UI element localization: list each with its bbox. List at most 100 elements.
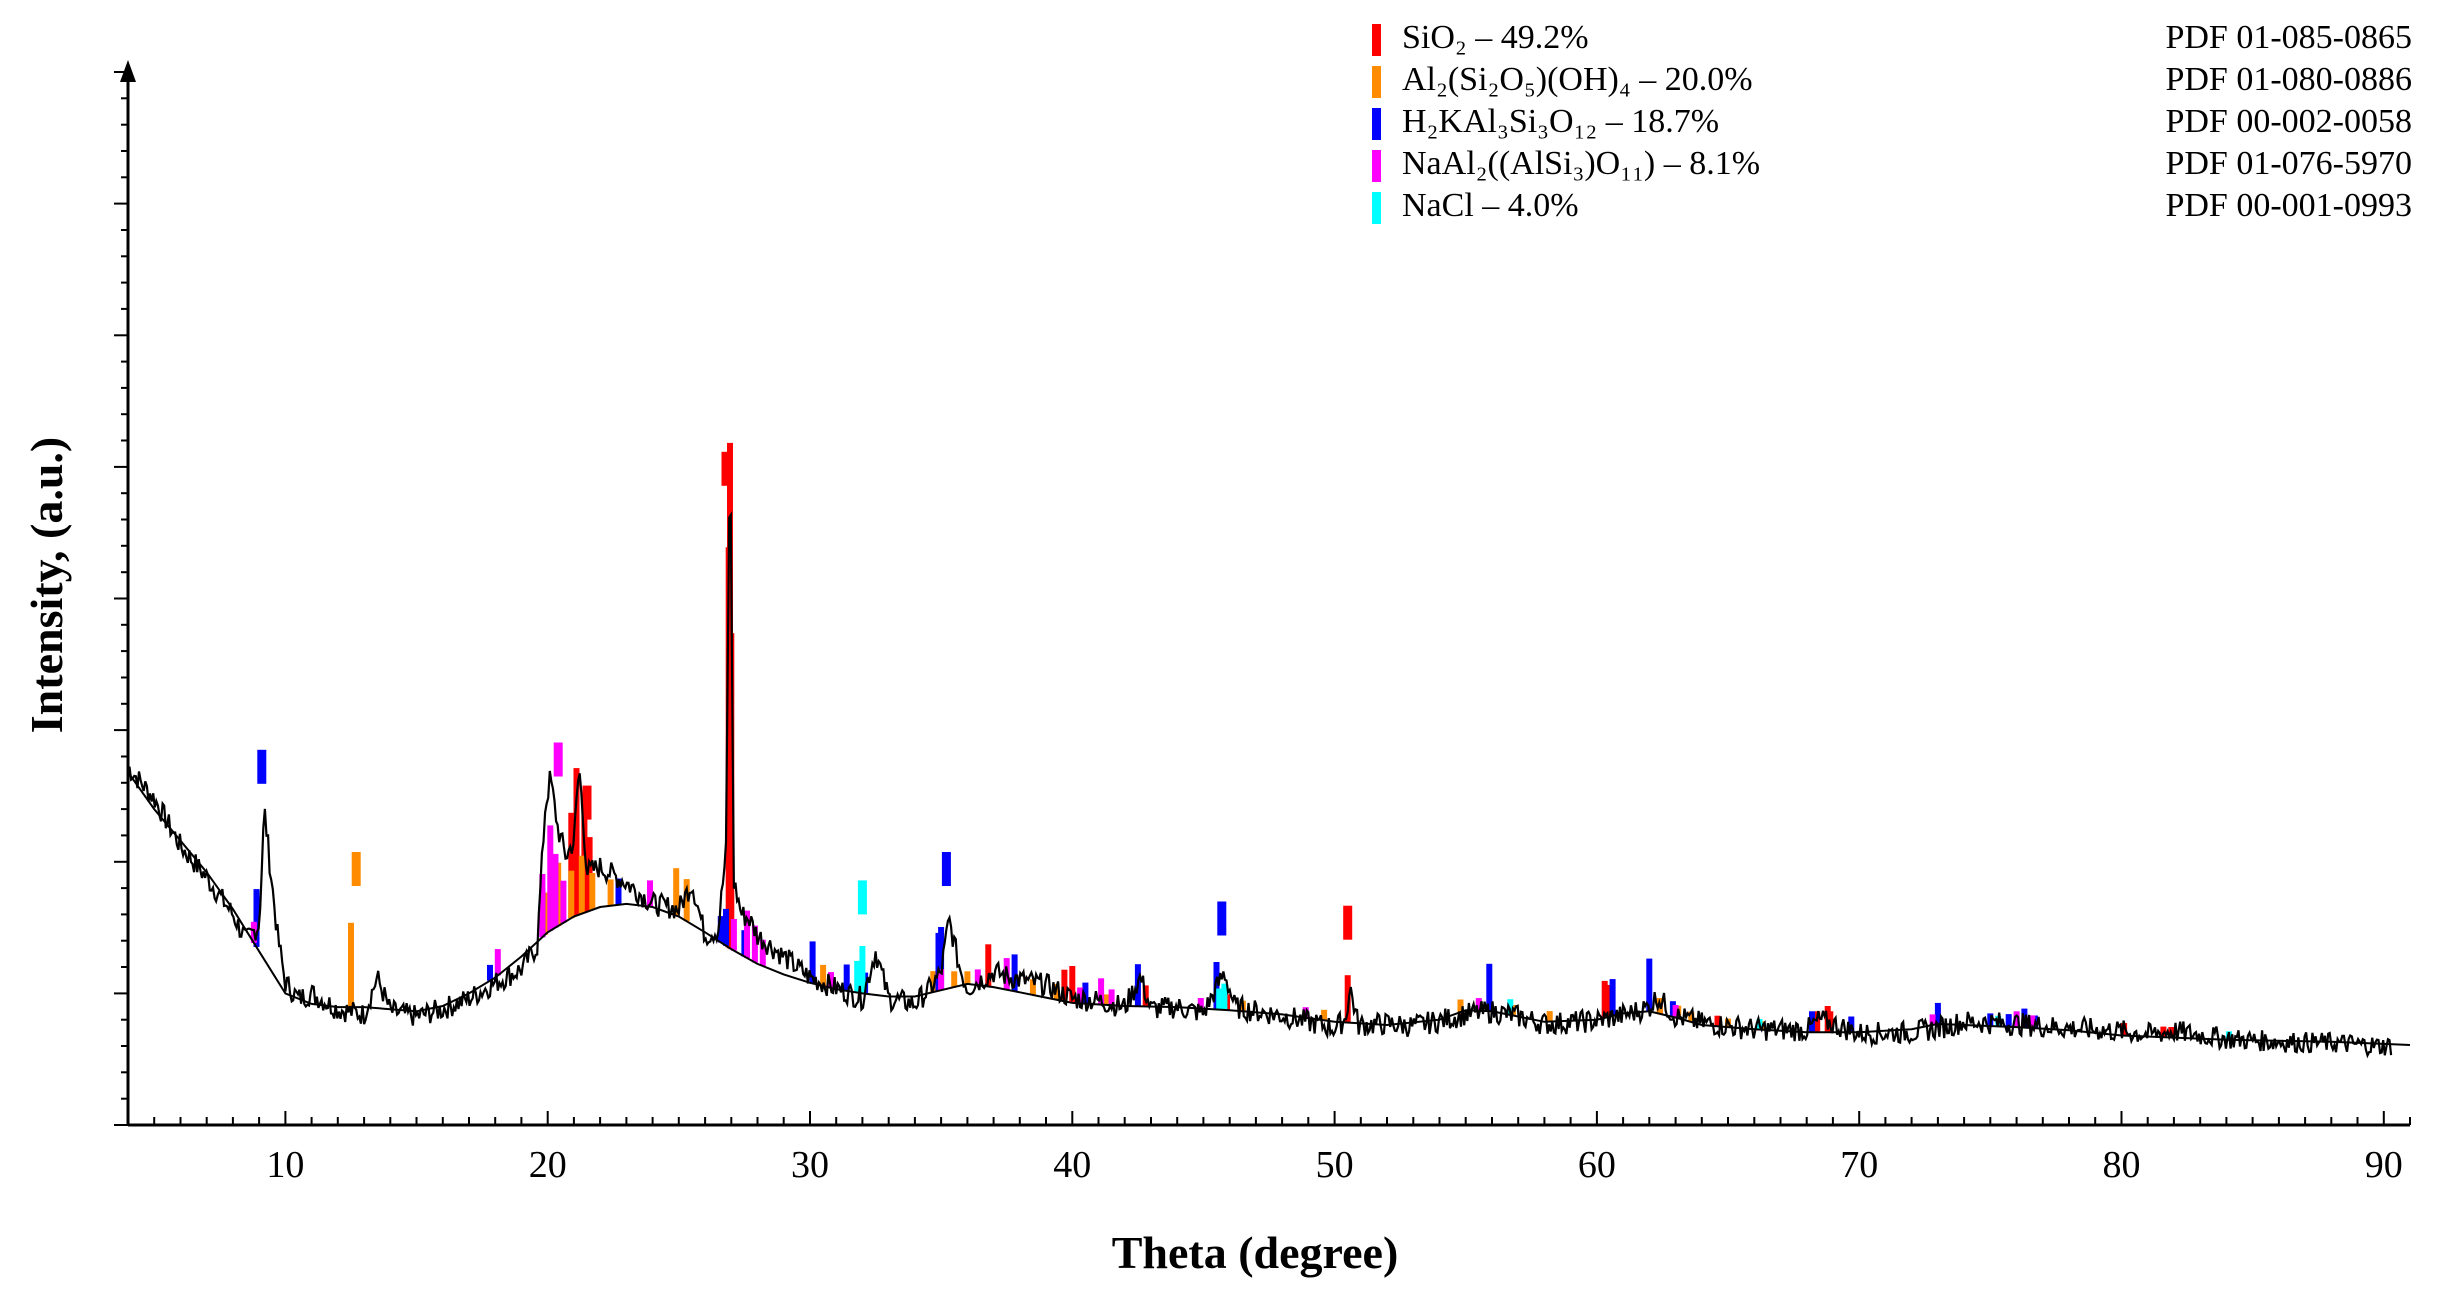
legend-pdf: PDF 01-085-0865: [2165, 19, 2412, 56]
x-tick-label: 10: [266, 1144, 304, 1186]
reference-peak: [547, 825, 554, 931]
x-ticks: 10 20 30 40 50 60 70 80 90: [127, 1111, 2411, 1186]
reference-peak: [615, 878, 622, 905]
legend-pdf: PDF 00-002-0058: [2165, 103, 2412, 140]
legend-swatch: [1372, 192, 1381, 224]
reference-peak: [1108, 989, 1115, 1006]
x-axis-title: Theta (degree): [1112, 1227, 1399, 1278]
reference-peak: [1507, 999, 1514, 1015]
reference-peak: [2005, 1014, 2012, 1027]
reference-peak: [1929, 1014, 1936, 1025]
reference-peak: [1321, 1009, 1328, 1021]
legend-label: SiO₂ – 49.2%: [1402, 19, 1589, 56]
reference-peak: [552, 853, 559, 928]
reference-peak: [1714, 1015, 1721, 1027]
legend-pdf: PDF 01-076-5970: [2165, 145, 2412, 182]
reference-peak: [2121, 1023, 2128, 1036]
y-axis-title: Intensity, (a.u.): [21, 437, 72, 733]
y-ticks: [114, 71, 128, 1126]
legend-label: NaAl₂((AlSi₃)O₁₁) – 8.1%: [1402, 145, 1760, 182]
reference-peak: [809, 941, 816, 984]
reference-peak: [1609, 979, 1616, 1016]
legend-label: Al₂(Si₂O₅)(OH)₄ – 20.0%: [1402, 61, 1753, 98]
reference-peak: [1546, 1011, 1553, 1022]
reference-peak: [930, 971, 937, 993]
reference-peak: [2013, 1011, 2020, 1028]
x-tick-label: 90: [2365, 1144, 2403, 1186]
reference-peak: [1061, 969, 1068, 1002]
reference-peak: [1672, 1005, 1679, 1018]
reference-peak: [647, 880, 653, 907]
reference-peak: [607, 879, 614, 906]
legend: SiO₂ – 49.2% PDF 01-085-0865 Al₂(Si₂O₅)(OH…: [1372, 19, 2412, 224]
reference-peak: [751, 925, 758, 963]
reference-peak: [1934, 1002, 1941, 1024]
reference-peak: [589, 873, 596, 910]
reference-peak: [1601, 980, 1608, 1018]
legend-swatch: [1372, 66, 1381, 98]
reference-peak: [1142, 985, 1149, 1007]
x-tick-label: 60: [1578, 1144, 1616, 1186]
reference-peak: [820, 964, 827, 986]
peak-marker: [941, 852, 951, 886]
reference-peak: [2029, 1015, 2036, 1028]
reference-peak: [717, 916, 724, 943]
reference-peak: [1098, 978, 1105, 1005]
axes: 10 20 30 40 50 60 70 80 90 Theta (degree) Intens…: [21, 60, 2411, 1278]
reference-peak: [974, 969, 981, 986]
legend-label: NaCl – 4.0%: [1402, 187, 1579, 224]
reference-peak: [1197, 998, 1204, 1009]
peak-marker: [1343, 905, 1353, 940]
reference-peak: [1069, 966, 1076, 1003]
x-tick-label: 40: [1053, 1144, 1091, 1186]
reference-peak: [744, 910, 750, 958]
reference-peak: [859, 946, 866, 994]
reference-peak: [494, 949, 501, 976]
reference-peak: [1457, 999, 1464, 1013]
reference-peak: [854, 960, 861, 993]
reference-peak: [1216, 988, 1223, 1010]
background-curve: [127, 771, 2411, 1046]
plot-area: [127, 442, 2411, 1059]
reference-peak: [1475, 998, 1482, 1011]
reference-peak: [759, 939, 766, 966]
x-tick-label: 70: [1840, 1144, 1878, 1186]
reference-peak: [1688, 1011, 1695, 1022]
reference-peak: [568, 812, 575, 919]
reference-peak: [348, 922, 354, 1007]
reference-peak: [1344, 975, 1351, 1023]
legend-label: H₂KAl₃Si₃O₁₂ – 18.7%: [1402, 103, 1719, 140]
reference-peak: [1486, 963, 1493, 1012]
peak-marker: [257, 749, 267, 784]
legend-swatch: [1372, 150, 1381, 182]
peak-marker: [1217, 901, 1227, 936]
reference-peak: [728, 633, 735, 950]
x-tick-label: 80: [2103, 1144, 2141, 1186]
reference-peak: [938, 927, 945, 991]
reference-peak: [1221, 983, 1228, 1010]
legend-swatch: [1372, 24, 1381, 56]
reference-peak: [1011, 954, 1018, 992]
reference-peak: [1213, 962, 1220, 1010]
reference-peaks: [250, 442, 2232, 1040]
x-tick-label: 50: [1316, 1144, 1354, 1186]
reference-peak: [985, 944, 992, 987]
peak-markers: [257, 451, 1353, 940]
reference-peak: [1077, 987, 1084, 1004]
reference-peak: [573, 768, 580, 916]
reference-peak: [1103, 994, 1110, 1005]
reference-peak: [683, 879, 690, 922]
legend-pdf: PDF 01-080-0886: [2165, 61, 2412, 98]
reference-peak: [487, 964, 493, 981]
legend-pdf: PDF 00-001-0993: [2165, 187, 2412, 224]
reference-peak: [1082, 982, 1089, 1004]
reference-peak: [673, 868, 680, 916]
reference-peak: [568, 870, 575, 919]
reference-peak: [843, 964, 850, 991]
reference-peak: [560, 880, 567, 923]
reference-peak: [730, 919, 737, 951]
reference-peak: [1646, 958, 1653, 1012]
reference-peak: [964, 971, 971, 984]
x-tick-label: 30: [791, 1144, 829, 1186]
legend-swatch: [1372, 108, 1381, 140]
